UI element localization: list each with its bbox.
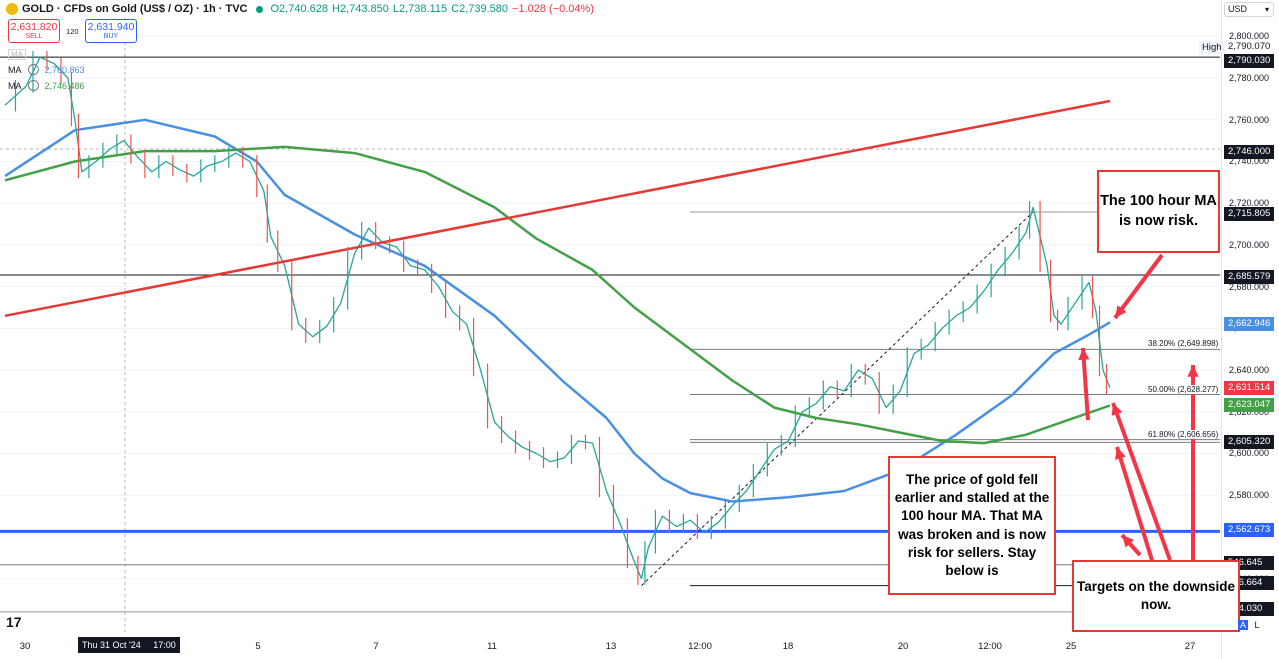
buy-price: 2,631.940 — [87, 21, 135, 33]
annotation-gold-fell-text: The price of gold fell earlier and stall… — [894, 471, 1050, 578]
time-tick: 13 — [605, 641, 617, 652]
price-tick: 2,780.000 — [1229, 73, 1270, 84]
price-label: 2,562.673 — [1224, 523, 1274, 537]
annotation-arrow — [1111, 402, 1172, 561]
ma-100-line — [4, 118, 1111, 503]
price-tick: 2,640.000 — [1229, 365, 1270, 376]
ma1-label: MA — [8, 64, 22, 75]
spread-value: 120 — [66, 27, 79, 36]
price-label: 2,715.805 — [1224, 207, 1274, 221]
price-line — [4, 56, 1111, 580]
annotation-arrow — [1115, 446, 1157, 571]
arrow-head — [1111, 403, 1123, 416]
price-label: 2,790.030 — [1224, 54, 1274, 68]
crosshair-time: 17:00 — [153, 640, 176, 650]
arrow-head — [1115, 305, 1127, 318]
ma-200-line — [4, 145, 1111, 445]
price-label: 2,685.579 — [1224, 270, 1274, 284]
ma1-value: 2,760.863 — [44, 64, 85, 75]
arrow-head — [1187, 365, 1199, 377]
time-tick: 18 — [782, 641, 794, 652]
price-label: 2,746.000 — [1224, 145, 1274, 159]
annotation-ma-risk: The 100 hour MA is now risk. — [1097, 170, 1220, 253]
market-open-icon — [255, 5, 263, 13]
axis-mode-buttons: A L — [1238, 620, 1260, 630]
crosshair-date-text: Thu 31 Oct '24 — [82, 640, 141, 650]
currency-label: USD — [1228, 4, 1248, 14]
ma-tag[interactable]: MA — [8, 49, 26, 60]
price-label: 2,662.946 — [1224, 317, 1274, 331]
gold-symbol-icon — [6, 3, 18, 15]
price-label: 2,605.320 — [1224, 435, 1274, 449]
price-tick: 2,580.000 — [1229, 490, 1270, 501]
time-tick: 12:00 — [978, 641, 1002, 652]
time-tick: 7 — [373, 641, 379, 652]
settings-icon[interactable] — [27, 80, 39, 91]
ohlc-high: H2,743.850 — [332, 3, 389, 15]
annotation-arrow — [1081, 347, 1090, 421]
ohlc-change: −1.028 (−0.04%) — [512, 3, 594, 15]
price-tick: 2,680.000 — [1229, 281, 1270, 292]
fib-label: 38.20% (2,649.898) — [1148, 339, 1219, 349]
ma2-label: MA — [8, 80, 22, 91]
annotation-arrow — [1113, 253, 1164, 320]
arrow-head — [1122, 535, 1135, 548]
log-scale-button[interactable]: L — [1254, 620, 1260, 630]
annotation-targets: Targets on the downside now. — [1072, 560, 1240, 632]
sell-price: 2,631.820 — [10, 21, 58, 33]
symbol-title[interactable]: GOLD · CFDs on Gold (US$ / OZ) · 1h · TV… — [22, 3, 248, 15]
chevron-down-icon: ▾ — [1264, 5, 1269, 14]
price-tick: 2,760.000 — [1229, 114, 1270, 125]
fib-label: 50.00% (2,628.277) — [1148, 384, 1219, 394]
fib-trend-line — [641, 211, 1034, 586]
time-tick: 30 — [19, 641, 31, 652]
fib-label: 61.80% (2,606.656) — [1148, 429, 1219, 439]
high-tag: High — [1199, 41, 1225, 54]
buy-label: BUY — [103, 33, 119, 40]
price-label: 2,623.047 — [1224, 398, 1274, 412]
time-tick: 12:00 — [688, 641, 712, 652]
price-tick: 2,740.000 — [1229, 156, 1270, 167]
arrow-head — [1078, 348, 1090, 361]
time-tick: 11 — [487, 641, 497, 652]
crosshair-date: Thu 31 Oct '24 17:00 — [78, 637, 180, 653]
arrow-head — [1115, 447, 1126, 460]
time-tick: 27 — [1184, 641, 1196, 652]
ohlc-close: C2,739.580 — [451, 3, 509, 15]
price-tick: 2,600.000 — [1229, 448, 1270, 459]
ma2-value: 2,746.486 — [44, 80, 85, 91]
ohlc-open: O2,740.628 — [270, 3, 329, 15]
price-tick: 2,700.000 — [1229, 239, 1270, 250]
ma-100-legend[interactable]: MA 2,760.863 — [8, 64, 85, 75]
currency-select[interactable]: USD ▾ — [1224, 2, 1274, 17]
price-tick: 2,720.000 — [1229, 198, 1270, 209]
buy-button[interactable]: 2,631.940 BUY — [85, 19, 137, 43]
time-tick: 20 — [897, 641, 909, 652]
annotation-gold-fell: The price of gold fell earlier and stall… — [888, 456, 1056, 595]
ohlc-low: L2,738.115 — [392, 3, 448, 15]
sell-button[interactable]: 2,631.820 SELL — [8, 19, 60, 43]
time-tick: 5 — [255, 641, 261, 652]
settings-icon[interactable] — [27, 64, 39, 75]
price-tick: 2,800.000 — [1229, 31, 1270, 42]
trend-line — [4, 99, 1111, 318]
annotation-targets-text: Targets on the downside now. — [1076, 578, 1235, 612]
annotation-ma-risk-text: The 100 hour MA is now risk. — [1100, 192, 1217, 229]
time-tick: 25 — [1065, 641, 1077, 652]
auto-scale-button[interactable]: A — [1238, 620, 1249, 630]
price-label: 2,790.070 — [1224, 40, 1274, 54]
price-label: 2,631.514 — [1224, 381, 1274, 395]
sell-label: SELL — [25, 33, 43, 40]
chart-header: GOLD · CFDs on Gold (US$ / OZ) · 1h · TV… — [0, 0, 594, 18]
ma-200-legend[interactable]: MA 2,746.486 — [8, 80, 85, 91]
tradingview-logo[interactable]: 17 — [6, 614, 22, 630]
